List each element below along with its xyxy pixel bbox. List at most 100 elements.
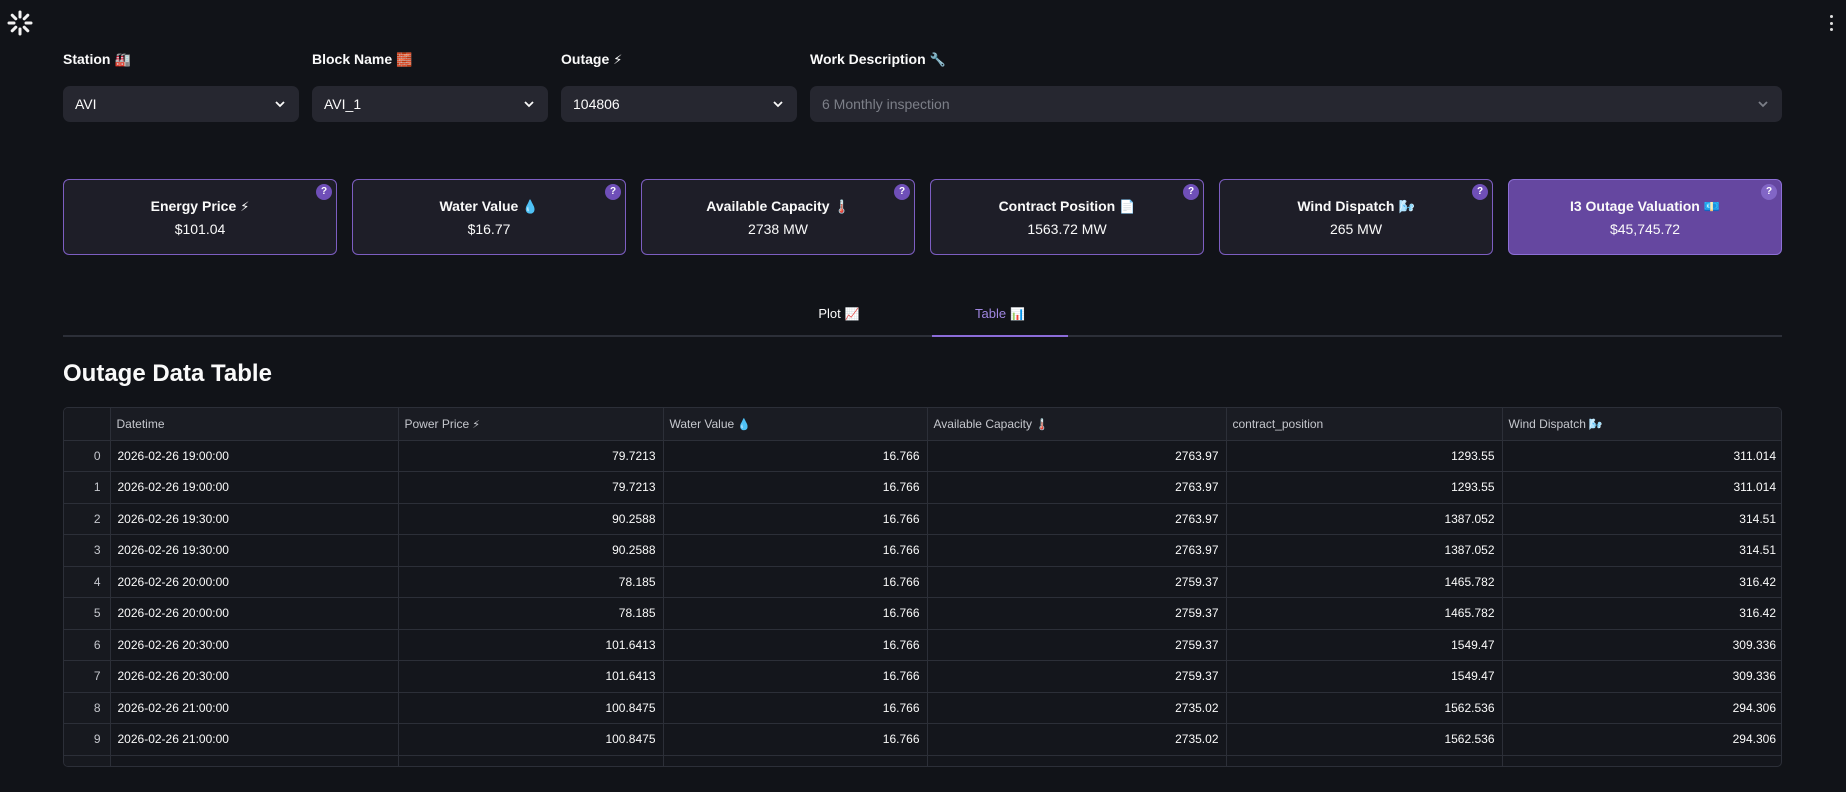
cell-power-price[interactable]: 78.185 (398, 566, 664, 598)
cell-power-price[interactable]: 90.2588 (398, 503, 664, 535)
cell-datetime[interactable]: 2026-02-26 19:00:00 (110, 471, 399, 504)
row-index: 7 (64, 660, 111, 693)
outage-select[interactable]: 104806 (561, 86, 797, 122)
cell-water-value[interactable]: 16.766 (663, 566, 928, 598)
cell-wind-dispatch[interactable]: 311.014 (1502, 440, 1781, 472)
help-icon[interactable]: ? (605, 184, 621, 200)
cell-available-capacity[interactable]: 2759.37 (927, 566, 1227, 598)
cell-available-capacity[interactable]: 2735.02 (927, 723, 1227, 756)
cell-available-capacity[interactable]: 2735.02 (927, 692, 1227, 724)
cell-power-price[interactable]: 101.6413 (398, 660, 664, 693)
table-row[interactable]: 9 2026-02-26 21:00:00 100.8475 16.766 27… (64, 723, 1781, 756)
column-header-power-price[interactable]: Power Price ⚡ (398, 408, 664, 441)
tab-table[interactable]: Table 📊 (932, 302, 1068, 337)
cell-available-capacity[interactable]: 2763.97 (927, 471, 1227, 504)
help-icon[interactable]: ? (316, 184, 332, 200)
station-select[interactable]: AVI (63, 86, 299, 122)
cell-contract-position[interactable]: 1562.536 (1226, 723, 1503, 756)
cell-power-price[interactable]: 79.7213 (398, 440, 664, 472)
cell-contract-position[interactable]: 1549.47 (1226, 629, 1503, 661)
cell-wind-dispatch[interactable]: 309.336 (1502, 660, 1781, 693)
table-row[interactable]: 8 2026-02-26 21:00:00 100.8475 16.766 27… (64, 692, 1781, 724)
cell-contract-position[interactable]: 1387.052 (1226, 534, 1503, 567)
cell-available-capacity[interactable]: 2759.37 (927, 660, 1227, 693)
row-index: 6 (64, 629, 111, 661)
cell-wind-dispatch[interactable]: 316.42 (1502, 566, 1781, 598)
cell-contract-position[interactable]: 1465.782 (1226, 566, 1503, 598)
streamlit-spinner-icon[interactable] (6, 9, 34, 37)
cell-power-price[interactable]: 78.185 (398, 597, 664, 630)
cell-wind-dispatch[interactable]: 311.014 (1502, 471, 1781, 504)
cell-wind-dispatch[interactable]: 309.336 (1502, 629, 1781, 661)
cell-available-capacity[interactable]: 2763.97 (927, 534, 1227, 567)
table-row[interactable]: 6 2026-02-26 20:30:00 101.6413 16.766 27… (64, 629, 1781, 661)
cell-available-capacity[interactable]: 2763.97 (927, 440, 1227, 472)
kebab-menu-icon[interactable] (1830, 15, 1834, 31)
tab-plot[interactable]: Plot 📈 (818, 306, 860, 321)
help-icon[interactable]: ? (1472, 184, 1488, 200)
column-header-water-value[interactable]: Water Value 💧 (663, 408, 928, 441)
outage-data-table[interactable]: Datetime Power Price ⚡ Water Value 💧 Avail… (63, 407, 1782, 767)
cell-power-price[interactable]: 100.8475 (398, 723, 664, 756)
table-row[interactable]: 5 2026-02-26 20:00:00 78.185 16.766 2759… (64, 597, 1781, 630)
cell-wind-dispatch[interactable]: 294.306 (1502, 723, 1781, 756)
column-header-available-capacity[interactable]: Available Capacity 🌡️ (927, 408, 1227, 441)
table-row[interactable]: 1 2026-02-26 19:00:00 79.7213 16.766 276… (64, 471, 1781, 504)
cell-contract-position[interactable]: 1562.536 (1226, 692, 1503, 724)
cell-wind-dispatch[interactable]: 294.306 (1502, 692, 1781, 724)
cell-contract-position[interactable]: 1387.052 (1226, 503, 1503, 535)
cell-datetime[interactable]: 2026-02-26 20:30:00 (110, 660, 399, 693)
table-row[interactable]: 2 2026-02-26 19:30:00 90.2588 16.766 276… (64, 503, 1781, 535)
help-icon[interactable]: ? (894, 184, 910, 200)
metric-card-contract-position: Contract Position 📄 1563.72 MW ? (930, 179, 1204, 255)
metric-card-energy-price: Energy Price ⚡ $101.04 ? (63, 179, 337, 255)
table-header-row: Datetime Power Price ⚡ Water Value 💧 Avail… (64, 408, 1781, 441)
metric-card-water-value: Water Value 💧 $16.77 ? (352, 179, 626, 255)
cell-power-price[interactable]: 79.7213 (398, 471, 664, 504)
cell-wind-dispatch[interactable]: 314.51 (1502, 534, 1781, 567)
cell-datetime[interactable]: 2026-02-26 19:30:00 (110, 534, 399, 567)
cell-datetime[interactable]: 2026-02-26 19:30:00 (110, 503, 399, 535)
column-header-wind-dispatch[interactable]: Wind Dispatch 🌬️ (1502, 408, 1781, 441)
cell-water-value[interactable]: 16.766 (663, 723, 928, 756)
cell-water-value[interactable]: 16.766 (663, 629, 928, 661)
cell-datetime[interactable]: 2026-02-26 21:00:00 (110, 692, 399, 724)
cell-water-value[interactable]: 16.766 (663, 440, 928, 472)
cell-water-value[interactable]: 16.766 (663, 534, 928, 567)
cell-available-capacity[interactable]: 2759.37 (927, 597, 1227, 630)
column-header-datetime[interactable]: Datetime (110, 408, 399, 441)
help-icon[interactable]: ? (1761, 184, 1777, 200)
cell-datetime[interactable]: 2026-02-26 20:30:00 (110, 629, 399, 661)
cell-datetime[interactable]: 2026-02-26 21:00:00 (110, 723, 399, 756)
cell-water-value[interactable]: 16.766 (663, 597, 928, 630)
metric-card-wind-dispatch: Wind Dispatch 🌬️ 265 MW ? (1219, 179, 1493, 255)
table-row[interactable]: 7 2026-02-26 20:30:00 101.6413 16.766 27… (64, 660, 1781, 693)
cell-contract-position[interactable]: 1293.55 (1226, 471, 1503, 504)
cell-wind-dispatch[interactable]: 314.51 (1502, 503, 1781, 535)
metric-title: Contract Position 📄 (998, 198, 1136, 214)
cell-contract-position[interactable]: 1465.782 (1226, 597, 1503, 630)
help-icon[interactable]: ? (1183, 184, 1199, 200)
cell-water-value[interactable]: 16.766 (663, 692, 928, 724)
cell-contract-position[interactable]: 1293.55 (1226, 440, 1503, 472)
row-index: 9 (64, 723, 111, 756)
cell-datetime[interactable]: 2026-02-26 20:00:00 (110, 566, 399, 598)
cell-power-price[interactable]: 90.2588 (398, 534, 664, 567)
cell-water-value[interactable]: 16.766 (663, 503, 928, 535)
cell-water-value[interactable]: 16.766 (663, 471, 928, 504)
cell-power-price[interactable]: 101.6413 (398, 629, 664, 661)
cell-contract-position[interactable]: 1549.47 (1226, 660, 1503, 693)
block-name-select[interactable]: AVI_1 (312, 86, 548, 122)
column-header-contract-position[interactable]: contract_position (1226, 408, 1503, 441)
cell-available-capacity[interactable]: 2759.37 (927, 629, 1227, 661)
cell-water-value[interactable]: 16.766 (663, 660, 928, 693)
cell-wind-dispatch[interactable]: 316.42 (1502, 597, 1781, 630)
work-description-select[interactable]: 6 Monthly inspection (810, 86, 1782, 122)
table-row[interactable]: 3 2026-02-26 19:30:00 90.2588 16.766 276… (64, 534, 1781, 567)
cell-datetime[interactable]: 2026-02-26 19:00:00 (110, 440, 399, 472)
table-row[interactable]: 0 2026-02-26 19:00:00 79.7213 16.766 276… (64, 440, 1781, 472)
cell-power-price[interactable]: 100.8475 (398, 692, 664, 724)
cell-available-capacity[interactable]: 2763.97 (927, 503, 1227, 535)
table-row[interactable]: 4 2026-02-26 20:00:00 78.185 16.766 2759… (64, 566, 1781, 598)
cell-datetime[interactable]: 2026-02-26 20:00:00 (110, 597, 399, 630)
